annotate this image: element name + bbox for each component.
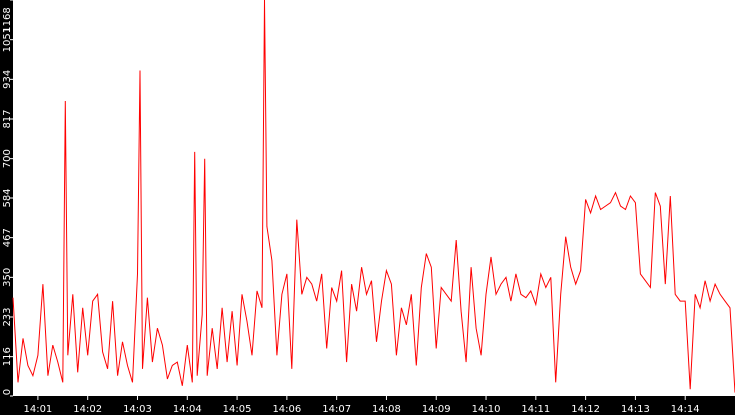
x-tick-label: 14:09	[422, 404, 451, 415]
y-tick: 0	[2, 389, 13, 397]
x-tick-label: 14:01	[23, 404, 52, 415]
y-tick: 1168	[2, 0, 13, 33]
y-tick: 467	[2, 228, 13, 247]
series-group	[12, 0, 735, 393]
x-tick-label: 14:06	[272, 404, 301, 415]
y-tick: 584	[2, 188, 13, 208]
x-tick: 14:06	[272, 396, 301, 415]
y-tick-label: 817	[2, 109, 13, 128]
y-tick-label: 0	[2, 389, 13, 395]
x-tick-label: 14:08	[372, 404, 401, 415]
y-tick-label: 467	[2, 228, 13, 247]
y-tick-label: 584	[2, 188, 13, 207]
x-tick-label: 14:14	[671, 404, 700, 415]
y-tick-label: 1051	[2, 27, 13, 52]
y-tick: 817	[2, 109, 13, 129]
x-tick: 14:08	[372, 396, 401, 415]
x-tick-label: 14:12	[571, 404, 600, 415]
x-tick-label: 14:04	[173, 404, 202, 415]
y-tick: 116	[2, 347, 13, 366]
x-tick-label: 14:05	[223, 404, 252, 415]
x-tick-label: 14:02	[73, 404, 102, 415]
x-tick: 14:02	[73, 396, 102, 415]
y-tick: 934	[2, 70, 13, 89]
y-tick-label: 934	[2, 70, 13, 89]
x-tick: 14:12	[571, 396, 600, 415]
x-tick: 14:11	[521, 396, 550, 415]
x-tick-label: 14:03	[123, 404, 152, 415]
x-tick-label: 14:11	[521, 404, 550, 415]
x-tick: 14:04	[173, 396, 202, 415]
y-tick-label: 350	[2, 268, 13, 287]
x-tick: 14:03	[123, 396, 152, 415]
series-line	[12, 0, 735, 393]
x-tick: 14:14	[671, 396, 700, 415]
y-tick-label: 233	[2, 307, 13, 326]
x-tick: 14:01	[23, 396, 52, 415]
y-tick-label: 1168	[2, 7, 13, 32]
x-tick-label: 14:10	[472, 404, 501, 415]
y-tick: 233	[2, 307, 13, 327]
x-tick-label: 14:13	[621, 404, 650, 415]
x-tick: 14:13	[621, 396, 650, 415]
x-tick-label: 14:07	[322, 404, 351, 415]
x-axis-bar	[0, 396, 735, 415]
y-tick: 1051	[2, 27, 13, 52]
y-axis-bar	[0, 0, 13, 415]
x-tick: 14:09	[422, 396, 451, 415]
x-tick: 14:10	[472, 396, 501, 415]
x-tick: 14:05	[223, 396, 252, 415]
y-tick: 700	[2, 149, 13, 168]
y-tick-label: 116	[2, 347, 13, 366]
x-tick: 14:07	[322, 396, 351, 415]
y-tick: 350	[2, 268, 13, 287]
x-axis-ticks: 14:01 14:02 14:03 14:04 14:05 14:06 14:07 14:08…	[23, 396, 700, 415]
y-tick-label: 700	[2, 149, 13, 168]
